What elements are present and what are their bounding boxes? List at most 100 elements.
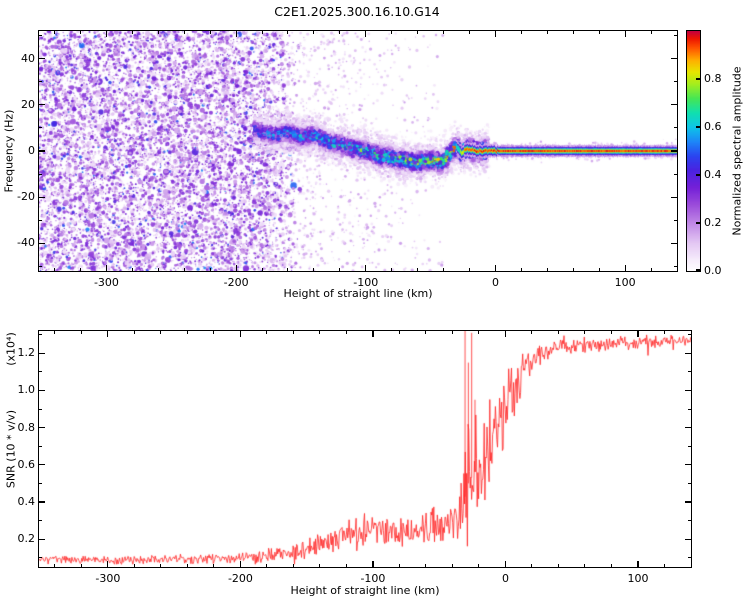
x-minor-tick: [287, 31, 289, 34]
x-minor-tick: [478, 564, 480, 567]
spectrogram-x-axis-label: Height of straight line (km): [283, 287, 433, 300]
y-minor-tick: [688, 408, 691, 410]
x-minor-tick: [160, 564, 162, 567]
colorbar-label: Normalized spectral amplitude: [730, 66, 744, 236]
x-minor-tick: [261, 268, 263, 271]
y-tick-mark: [39, 464, 45, 466]
snr-canvas: [39, 331, 691, 567]
x-minor-tick: [663, 564, 665, 567]
y-tick-mark: [39, 196, 45, 198]
x-minor-tick: [650, 31, 652, 34]
x-minor-tick: [213, 564, 215, 567]
x-minor-tick: [676, 268, 678, 271]
x-tick-mark: [372, 331, 374, 337]
colorbar-tick-mark: [696, 174, 700, 176]
y-tick-mark: [39, 58, 45, 60]
y-minor-tick: [674, 127, 677, 129]
x-tick-label: 0: [501, 572, 509, 585]
x-minor-tick: [80, 564, 82, 567]
y-minor-tick: [688, 334, 691, 336]
x-minor-tick: [313, 31, 315, 34]
x-tick-label: 100: [627, 572, 649, 585]
x-minor-tick: [398, 331, 400, 334]
y-minor-tick: [674, 173, 677, 175]
x-minor-tick: [610, 564, 612, 567]
x-tick-mark: [504, 561, 507, 567]
x-tick-mark: [637, 561, 639, 567]
x-minor-tick: [186, 564, 188, 567]
y-tick-mark: [39, 352, 45, 354]
x-minor-tick: [584, 331, 586, 334]
x-tick-label: -200: [223, 276, 249, 289]
y-tick-mark: [39, 538, 45, 540]
snr-plot: -300 -200 -100 0 100 0.2 0.4 0.6 0.8 1.0 1.2: [18, 330, 692, 585]
x-minor-tick: [54, 564, 56, 567]
x-tick-mark: [494, 265, 497, 271]
y-tick-mark: [685, 352, 691, 354]
x-minor-tick: [339, 268, 341, 271]
x-tick-label: -300: [93, 276, 119, 289]
y-minor-tick: [39, 127, 42, 129]
y-minor-tick: [39, 445, 42, 447]
x-minor-tick: [531, 564, 533, 567]
y-tick-mark: [685, 538, 691, 540]
x-minor-tick: [391, 31, 393, 34]
y-tick-mark: [671, 242, 677, 244]
x-minor-tick: [690, 331, 692, 334]
y-tick-label: 0: [28, 144, 35, 157]
y-tick-label: 0.8: [17, 420, 36, 434]
x-tick-mark: [372, 561, 374, 567]
x-minor-tick: [266, 331, 268, 334]
x-minor-tick: [131, 268, 133, 271]
figure-title: C2E1.2025.300.16.10.G14: [274, 4, 440, 19]
y-minor-tick: [688, 371, 691, 373]
x-minor-tick: [209, 268, 211, 271]
y-minor-tick: [674, 265, 677, 267]
y-tick-mark: [685, 464, 691, 466]
x-minor-tick: [584, 564, 586, 567]
y-tick-mark: [39, 427, 45, 429]
x-minor-tick: [676, 31, 678, 34]
y-tick-label: 40: [21, 51, 35, 65]
x-tick-label: -100: [353, 276, 379, 289]
y-minor-tick: [39, 408, 42, 410]
y-minor-tick: [39, 371, 42, 373]
x-minor-tick: [443, 268, 445, 271]
x-minor-tick: [531, 331, 533, 334]
y-tick-mark: [685, 389, 691, 392]
snr-x-axis-label: Height of straight line (km): [290, 584, 440, 597]
colorbar-tick-label: 0.0: [704, 264, 722, 277]
x-minor-tick: [469, 268, 471, 271]
y-tick-mark: [39, 150, 45, 152]
x-tick-mark: [235, 265, 237, 271]
x-minor-tick: [546, 31, 548, 34]
y-tick-mark: [671, 104, 677, 106]
x-minor-tick: [54, 31, 56, 34]
x-tick-label: -300: [95, 572, 121, 585]
x-tick-label: 100: [614, 276, 636, 289]
y-minor-tick: [39, 81, 42, 83]
x-minor-tick: [345, 564, 347, 567]
x-minor-tick: [417, 268, 419, 271]
y-tick-mark: [39, 242, 45, 244]
y-tick-mark: [685, 427, 691, 429]
y-tick-mark: [671, 150, 677, 152]
y-tick-label: 1.2: [17, 346, 36, 360]
y-tick-mark: [39, 501, 45, 503]
colorbar-canvas: [687, 31, 700, 271]
x-minor-tick: [292, 564, 294, 567]
y-tick-label: 1.0: [17, 383, 36, 397]
x-minor-tick: [598, 31, 600, 34]
x-minor-tick: [287, 268, 289, 271]
x-minor-tick: [417, 31, 419, 34]
x-minor-tick: [209, 31, 211, 34]
x-tick-mark: [365, 265, 367, 271]
y-tick-label: -20: [17, 190, 35, 204]
x-tick-mark: [239, 561, 242, 567]
x-minor-tick: [398, 564, 400, 567]
x-minor-tick: [391, 268, 393, 271]
y-tick-mark: [39, 104, 45, 106]
x-tick-mark: [624, 31, 626, 37]
x-minor-tick: [469, 31, 471, 34]
y-minor-tick: [674, 81, 677, 83]
